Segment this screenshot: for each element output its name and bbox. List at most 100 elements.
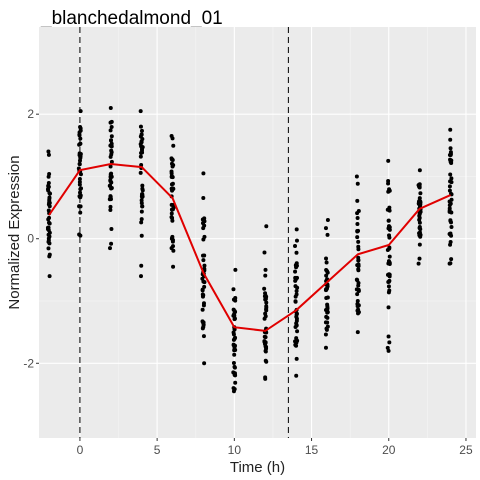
- data-point: [231, 330, 236, 335]
- data-point: [448, 218, 453, 223]
- data-point: [109, 150, 114, 155]
- data-point: [294, 292, 299, 297]
- data-point: [107, 197, 112, 202]
- data-point: [231, 386, 236, 391]
- data-point: [140, 145, 145, 150]
- data-point: [47, 215, 52, 220]
- data-point: [201, 301, 206, 306]
- data-point: [295, 275, 300, 280]
- mean-line-layer: [48, 162, 451, 332]
- data-point: [356, 244, 361, 249]
- data-point: [77, 177, 82, 182]
- data-point: [264, 300, 269, 305]
- data-point: [386, 279, 391, 284]
- data-point: [48, 191, 53, 196]
- plot-panel: [39, 27, 476, 438]
- data-point: [295, 329, 300, 334]
- data-point: [416, 261, 421, 266]
- data-point: [107, 246, 112, 251]
- data-point: [171, 244, 176, 249]
- data-point: [418, 199, 423, 204]
- data-point: [294, 316, 299, 321]
- data-point: [77, 133, 82, 138]
- data-point: [386, 158, 391, 163]
- data-point: [448, 172, 453, 177]
- data-point: [233, 309, 238, 314]
- data-point: [47, 234, 52, 239]
- data-point: [387, 262, 392, 267]
- data-point: [262, 250, 267, 255]
- data-point: [294, 373, 299, 378]
- data-point: [448, 240, 453, 245]
- data-point: [354, 287, 359, 292]
- data-point: [109, 226, 114, 231]
- data-point: [417, 168, 422, 173]
- data-point: [108, 154, 113, 159]
- data-point: [325, 324, 330, 329]
- data-point: [108, 105, 113, 110]
- data-point: [324, 287, 329, 292]
- data-point: [169, 156, 174, 161]
- data-point: [356, 262, 361, 267]
- data-point: [325, 320, 330, 325]
- data-point: [232, 316, 237, 321]
- data-point: [138, 274, 143, 279]
- data-point: [447, 184, 452, 189]
- data-point: [171, 143, 176, 148]
- data-point: [109, 144, 114, 149]
- data-point: [139, 233, 144, 238]
- y-tick-label: 2: [27, 107, 34, 121]
- data-point: [324, 260, 329, 265]
- data-point: [324, 314, 329, 319]
- x-tick-label: 0: [77, 443, 84, 457]
- data-point: [449, 176, 454, 181]
- data-point: [140, 183, 145, 188]
- data-point: [78, 136, 83, 141]
- data-point: [325, 232, 330, 237]
- data-point: [263, 375, 268, 380]
- data-point: [231, 360, 236, 365]
- data-point: [139, 220, 144, 225]
- data-point: [417, 242, 422, 247]
- data-point: [139, 209, 144, 214]
- data-point: [323, 345, 328, 350]
- data-point: [139, 263, 144, 268]
- data-point: [201, 334, 206, 339]
- data-point: [232, 348, 237, 353]
- y-tick-label: -2: [23, 356, 34, 370]
- data-point: [356, 239, 361, 244]
- data-point: [45, 227, 50, 232]
- data-point: [354, 174, 359, 179]
- data-point: [171, 186, 176, 191]
- data-point: [263, 273, 268, 278]
- data-point: [448, 146, 453, 151]
- data-point: [263, 267, 268, 272]
- data-point: [231, 287, 236, 292]
- data-point: [263, 291, 268, 296]
- data-point: [109, 159, 114, 164]
- data-point: [139, 132, 144, 137]
- data-point: [418, 227, 423, 232]
- data-point: [294, 265, 299, 270]
- data-points: [45, 105, 454, 394]
- data-point: [171, 264, 176, 269]
- data-point: [294, 288, 299, 293]
- data-point: [355, 222, 360, 227]
- data-point: [46, 181, 51, 186]
- data-point: [356, 258, 361, 263]
- data-point: [386, 305, 391, 310]
- data-point: [77, 161, 82, 166]
- data-point: [138, 170, 143, 175]
- data-point: [294, 321, 299, 326]
- data-point: [46, 238, 51, 243]
- data-point: [78, 204, 83, 209]
- data-point: [387, 246, 392, 251]
- data-point: [324, 256, 329, 261]
- data-point: [109, 241, 114, 246]
- data-point: [232, 327, 237, 332]
- data-point: [417, 213, 422, 218]
- data-point: [385, 345, 390, 350]
- data-point: [108, 208, 113, 213]
- data-point: [263, 349, 268, 354]
- data-point: [78, 187, 83, 192]
